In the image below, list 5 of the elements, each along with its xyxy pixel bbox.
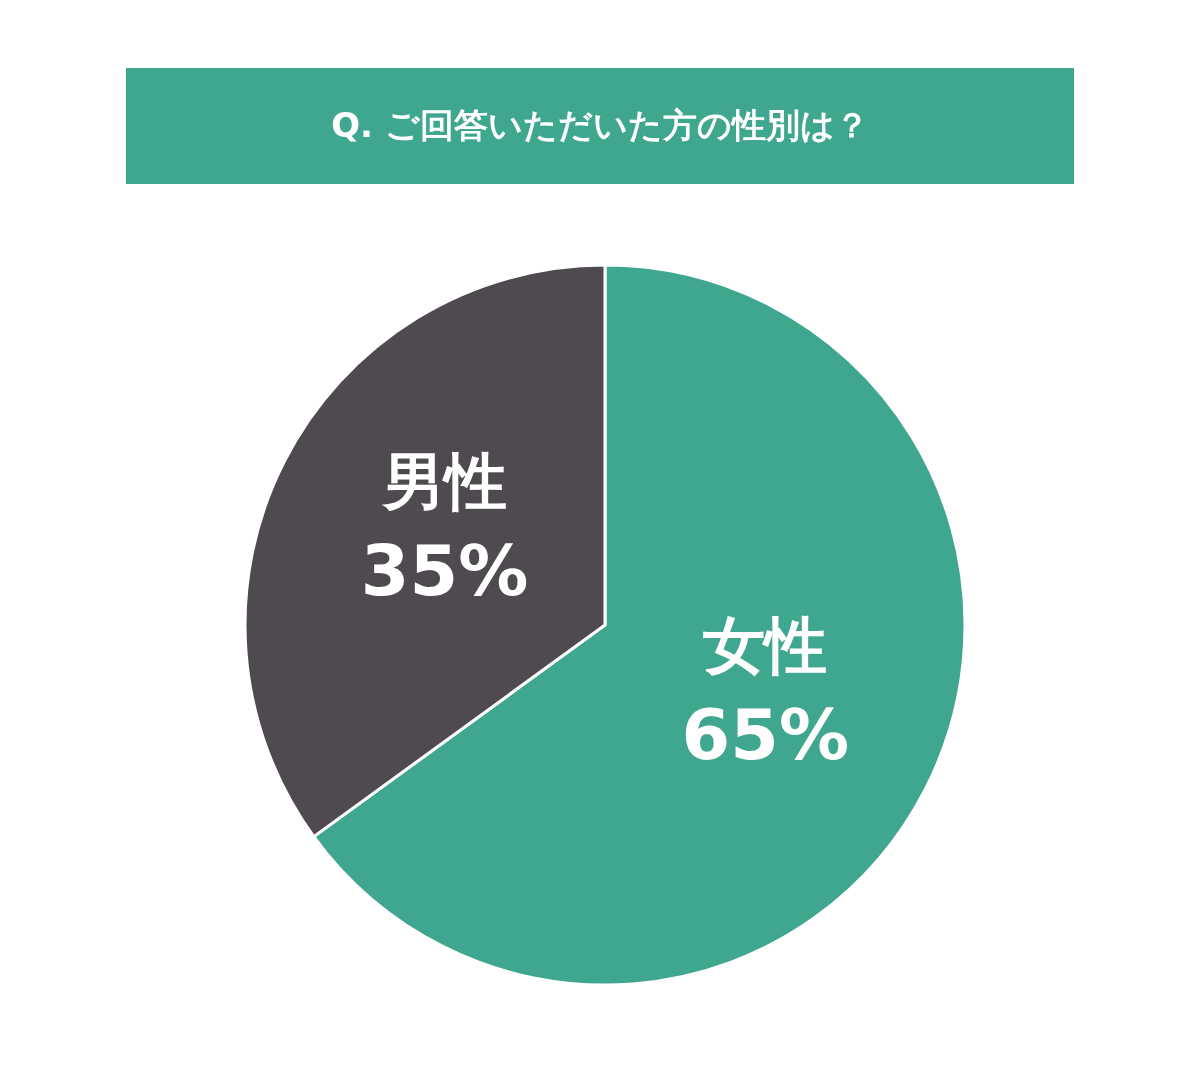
slice-label: 女性 bbox=[703, 608, 828, 682]
chart-title: Q. ご回答いただいた方の性別は？ bbox=[126, 68, 1074, 184]
data-label: 35% bbox=[360, 530, 529, 613]
data-label: 65% bbox=[681, 693, 850, 776]
slice-label: 男性 bbox=[380, 445, 507, 519]
